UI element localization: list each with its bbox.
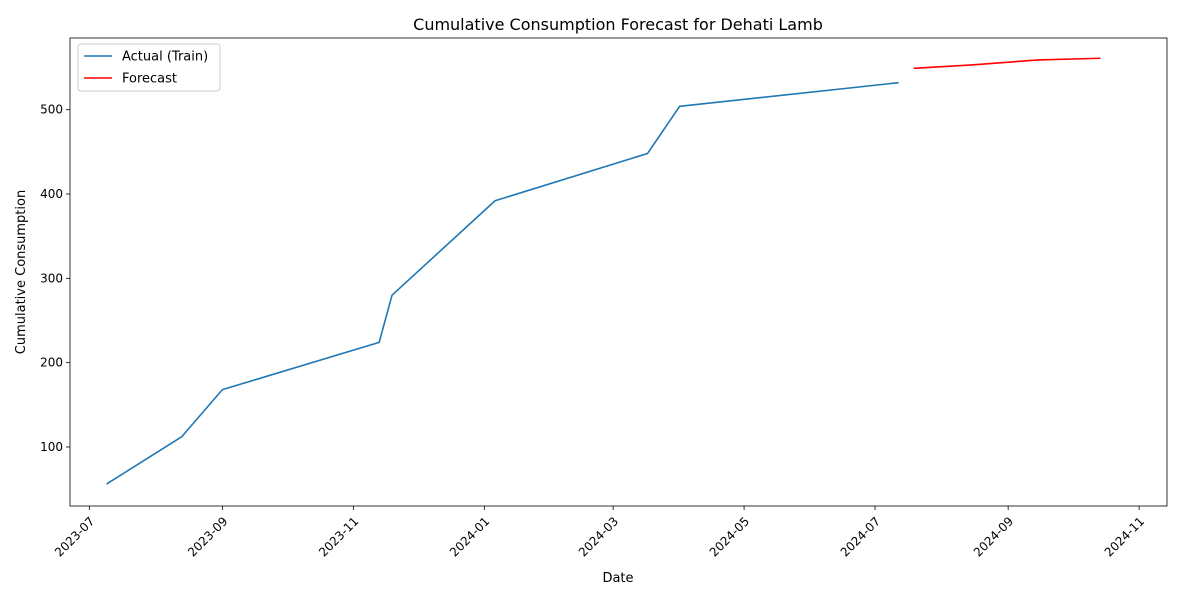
chart-title: Cumulative Consumption Forecast for Deha… <box>413 15 823 34</box>
series-line-0 <box>106 81 899 485</box>
y-tick-label: 400 <box>40 187 63 201</box>
y-tick-label: 200 <box>40 356 63 370</box>
legend-label-1: Forecast <box>122 72 177 87</box>
legend-box <box>77 43 221 92</box>
x-axis-label: Date <box>602 571 633 586</box>
y-tick-label: 100 <box>40 440 63 454</box>
y-axis-label: Cumulative Consumption <box>14 190 29 354</box>
series-line-1 <box>913 57 1101 70</box>
y-tick-label: 500 <box>40 103 63 117</box>
y-tick-label: 300 <box>40 271 63 285</box>
axes-frame <box>69 37 1168 507</box>
legend-label-0: Actual (Train) <box>122 50 208 65</box>
